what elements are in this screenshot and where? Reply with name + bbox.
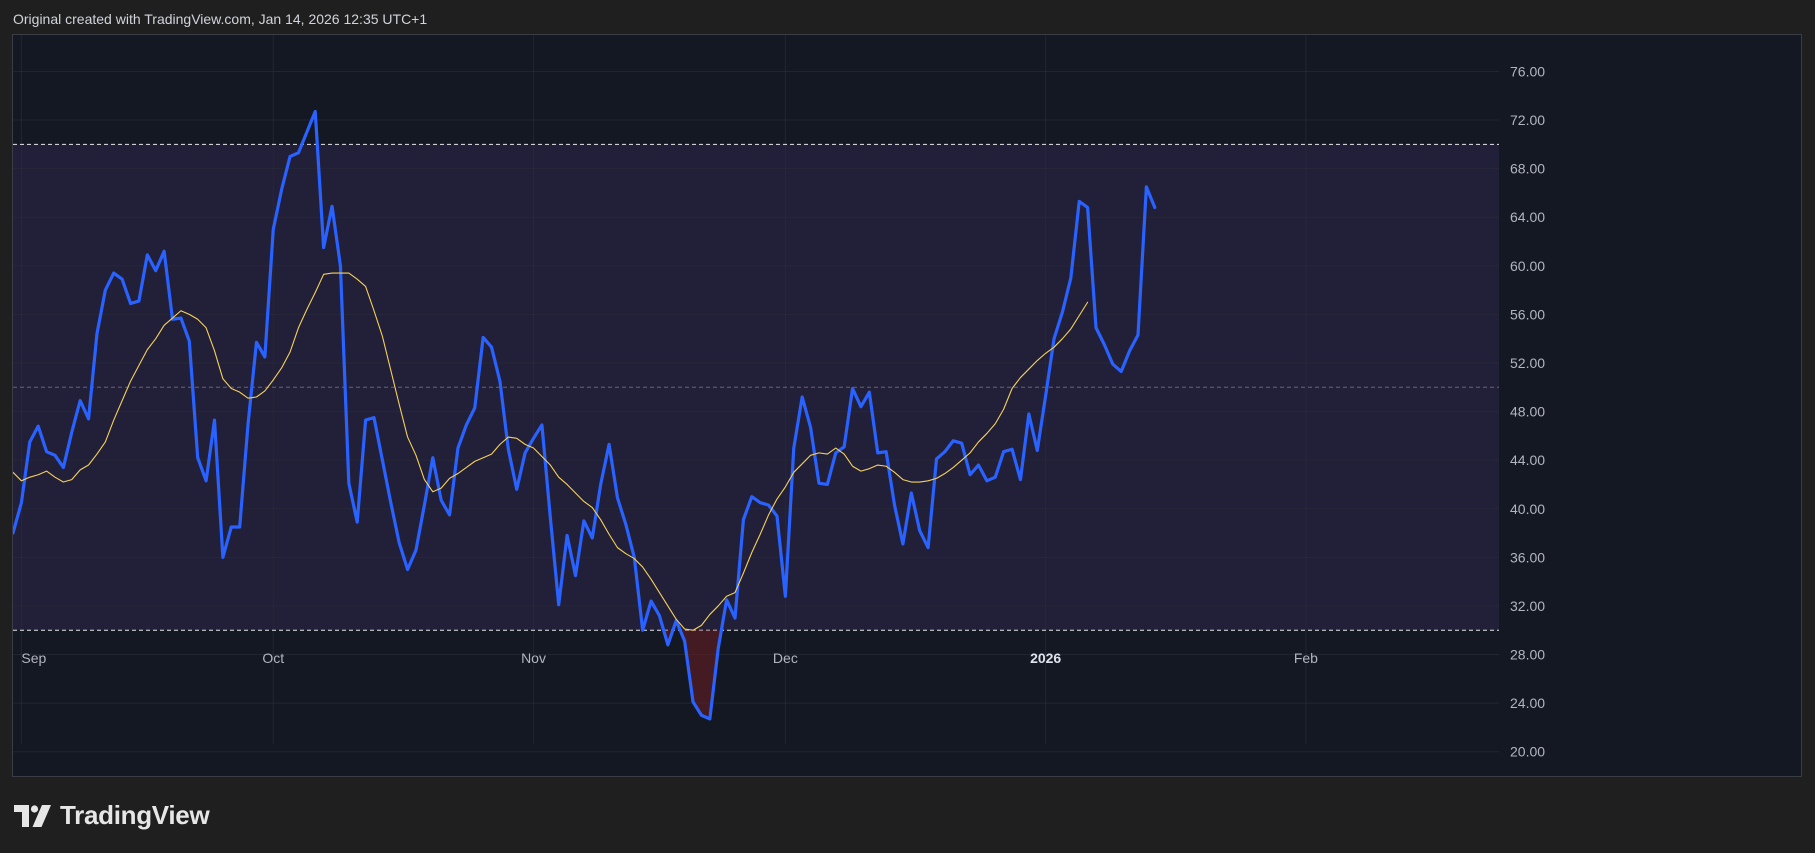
x-tick-label: Sep bbox=[21, 650, 46, 666]
rsi-ma-line bbox=[13, 272, 1089, 631]
y-tick-label: 72.00 bbox=[1510, 112, 1545, 128]
y-tick-label: 24.00 bbox=[1510, 695, 1545, 711]
rsi-line bbox=[13, 109, 1157, 721]
y-tick-label: 52.00 bbox=[1510, 355, 1545, 371]
y-tick-label: 56.00 bbox=[1510, 306, 1545, 322]
x-tick-label: Dec bbox=[773, 650, 798, 666]
x-tick-label: Nov bbox=[521, 650, 546, 666]
y-tick-label: 76.00 bbox=[1510, 63, 1545, 79]
y-tick-label: 32.00 bbox=[1510, 598, 1545, 614]
chart-pane[interactable]: 76.00 72.00 68.00 64.00 60.00 56.00 52.00 48.00… bbox=[12, 34, 1802, 777]
x-tick-label: Oct bbox=[262, 650, 284, 666]
tradingview-logo-icon bbox=[14, 804, 51, 827]
y-tick-label: 20.00 bbox=[1510, 744, 1545, 760]
y-tick-label: 68.00 bbox=[1510, 161, 1545, 177]
y-tick-label: 40.00 bbox=[1510, 501, 1545, 517]
y-tick-label: 44.00 bbox=[1510, 452, 1545, 468]
tradingview-wordmark: TradingView bbox=[60, 800, 210, 830]
header-text: Original created with TradingView.com, J… bbox=[13, 11, 428, 27]
tradingview-logo[interactable]: TradingView bbox=[14, 800, 210, 831]
x-tick-label: 2026 bbox=[1030, 650, 1061, 666]
y-tick-label: 60.00 bbox=[1510, 258, 1545, 274]
y-tick-label: 28.00 bbox=[1510, 647, 1545, 663]
rsi-band-fill bbox=[13, 144, 1499, 631]
y-tick-label: 36.00 bbox=[1510, 549, 1545, 565]
y-tick-label: 64.00 bbox=[1510, 209, 1545, 225]
rsi-chart[interactable]: 76.00 72.00 68.00 64.00 60.00 56.00 52.00 48.00… bbox=[13, 35, 1801, 776]
x-tick-label: Feb bbox=[1294, 650, 1318, 666]
y-tick-label: 48.00 bbox=[1510, 404, 1545, 420]
